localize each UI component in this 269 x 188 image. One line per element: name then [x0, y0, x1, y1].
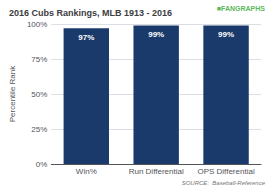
- svg-text:Run Differential: Run Differential: [129, 167, 184, 176]
- svg-text:100%: 100%: [27, 20, 47, 29]
- svg-text:■FANGRAPHS: ■FANGRAPHS: [217, 5, 266, 12]
- svg-text:OPS Differential: OPS Differential: [197, 167, 254, 176]
- svg-text:25%: 25%: [31, 125, 47, 134]
- svg-text:50%: 50%: [31, 90, 47, 99]
- svg-text:97%: 97%: [78, 33, 94, 42]
- svg-text:2016 Cubs Rankings, MLB 1913 -: 2016 Cubs Rankings, MLB 1913 - 2016: [9, 8, 172, 18]
- svg-text:Percentile Rank: Percentile Rank: [8, 65, 17, 122]
- svg-text:99%: 99%: [148, 30, 164, 39]
- svg-text:0%: 0%: [36, 160, 48, 169]
- svg-text:SOURCE: Baseball-Reference: SOURCE: Baseball-Reference: [182, 180, 266, 186]
- svg-text:75%: 75%: [31, 55, 47, 64]
- svg-text:Win%: Win%: [76, 167, 97, 176]
- svg-text:99%: 99%: [218, 30, 234, 39]
